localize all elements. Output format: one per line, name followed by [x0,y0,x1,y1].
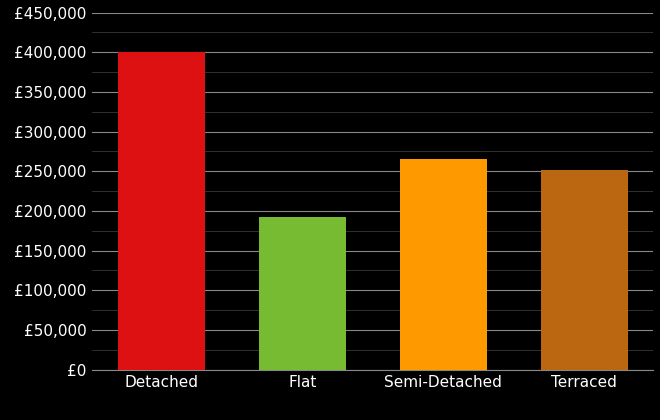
Bar [541,170,628,370]
Bar [400,159,487,370]
Bar [118,52,205,370]
Bar [259,217,346,370]
